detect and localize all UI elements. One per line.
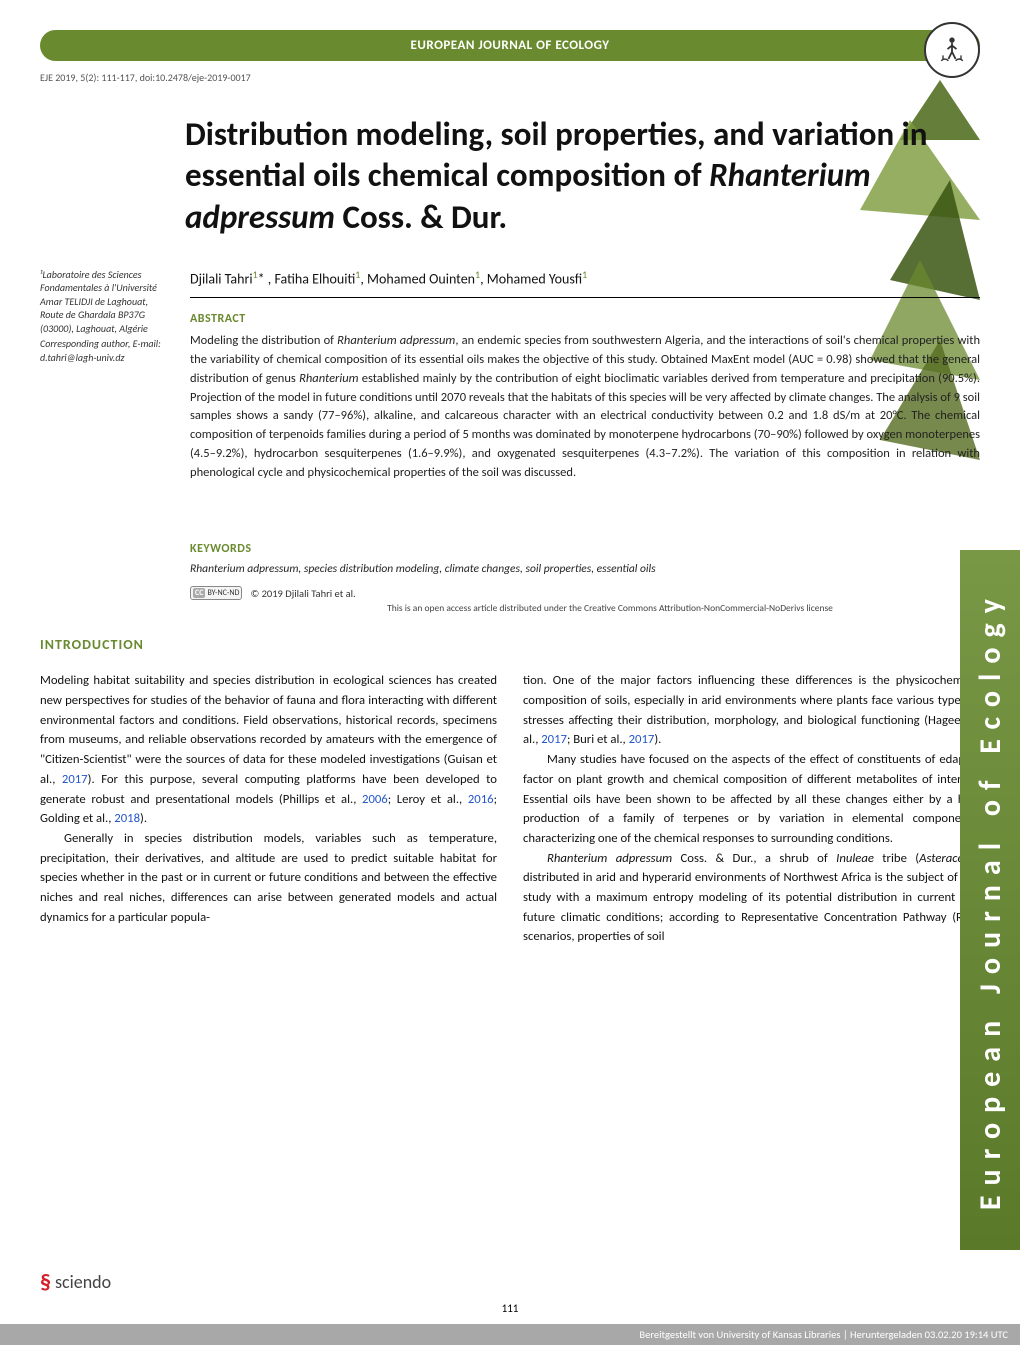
authors-line: Djilali Tahri1* , Fatiha Elhouiti1, Moha… [190,268,980,288]
journal-logo [924,22,980,78]
cc-badge-icon: CC BY-NC-ND [190,586,242,600]
column-left: Modeling habitat suitability and species… [40,671,497,947]
article-title: Distribution modeling, soil properties, … [185,114,980,238]
abstract-heading: ABSTRACT [190,312,980,326]
affiliation-text: ¹Laboratoire des Sciences Fondamentales … [40,268,170,336]
sciendo-s-icon: § [40,1268,51,1295]
download-footer: Bereitgestellt von University of Kansas … [0,1324,1020,1345]
body-columns: Modeling habitat suitability and species… [40,671,980,947]
citation-line: EJE 2019, 5(2): 111-117, doi:10.2478/eje… [40,71,980,84]
affiliation-block: ¹Laboratoire des Sciences Fondamentales … [40,268,170,615]
intro-para-4: Many studies have focused on the aspects… [523,750,980,848]
license-row: CC BY-NC-ND © 2019 Djilali Tahri et al. [190,586,980,600]
publisher-logo: §sciendo [40,1268,111,1295]
column-right: tion. One of the major factors influenci… [523,671,980,947]
intro-para-3: tion. One of the major factors influenci… [523,671,980,750]
divider [190,297,980,298]
corresponding-author: Corresponding author, E-mail: d.tahri@la… [40,337,170,364]
journal-header: EUROPEAN JOURNAL OF ECOLOGY [40,30,980,61]
ecology-icon [934,32,970,68]
keywords-heading: KEYWORDS [190,542,980,556]
journal-name: EUROPEAN JOURNAL OF ECOLOGY [411,38,610,53]
intro-para-1: Modeling habitat suitability and species… [40,671,497,829]
introduction-heading: INTRODUCTION [40,636,980,653]
intro-para-5: Rhanterium adpressum Coss. & Dur., a shr… [523,849,980,947]
page-number: 111 [502,1302,519,1315]
license-description: This is an open access article distribut… [240,602,980,614]
keywords-body: Rhanterium adpressum, species distributi… [190,562,980,576]
abstract-body: Modeling the distribution of Rhanterium … [190,332,980,482]
intro-para-2: Generally in species distribution models… [40,829,497,927]
side-journal-label: European Journal of Ecology [960,550,1020,1250]
copyright-text: © 2019 Djilali Tahri et al. [250,587,355,600]
